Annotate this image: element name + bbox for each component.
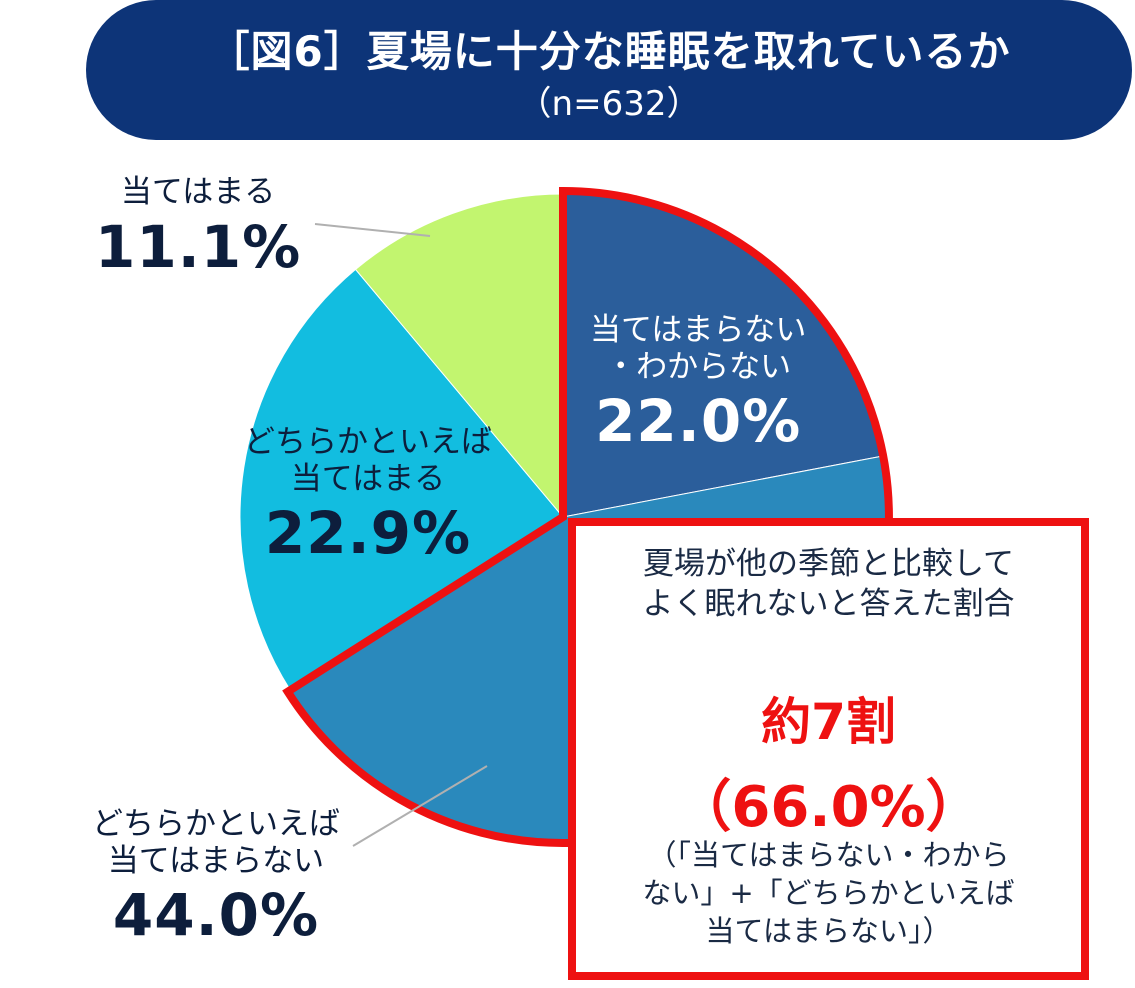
slice-label-somewhat-agree-line2: 当てはまる bbox=[290, 460, 446, 497]
slice-agree bbox=[354, 193, 564, 519]
slice-label-somewhat-disagree: どちらかといえば 当てはまらない 44.0% bbox=[92, 806, 340, 950]
slice-label-somewhat-disagree-value: 44.0% bbox=[112, 881, 320, 950]
leader-line-agree bbox=[314, 223, 431, 237]
leader-line-somewhat-disagree bbox=[352, 765, 488, 847]
slice-label-somewhat-agree-line1: どちらかといえば bbox=[244, 424, 492, 460]
slice-label-disagree-unknown-line2: ・わからない bbox=[605, 348, 792, 385]
title-banner: ［図6］夏場に十分な睡眠を取れているか （n=632） bbox=[86, 0, 1132, 140]
callout-description-line1: 夏場が他の季節と比較して bbox=[642, 546, 1015, 582]
callout-note-line2: ない」+「どちらかといえば bbox=[642, 876, 1015, 910]
slice-label-agree: 当てはまる 11.1% bbox=[95, 174, 301, 281]
slice-label-somewhat-agree-value: 22.9% bbox=[264, 499, 472, 568]
callout-note-line1: （「当てはまらない・わから bbox=[647, 838, 1010, 872]
slice-label-somewhat-disagree-line2: 当てはまらない bbox=[107, 842, 325, 879]
callout-note-line3: 当てはまらない」） bbox=[705, 914, 952, 948]
slice-label-agree-value: 11.1% bbox=[95, 212, 302, 281]
chart-title: ［図6］夏場に十分な睡眠を取れているか bbox=[207, 27, 1011, 76]
slice-somewhat-agree bbox=[239, 268, 564, 691]
slice-label-agree-line1: 当てはまる bbox=[120, 174, 276, 210]
slice-label-somewhat-disagree-line1: どちらかといえば bbox=[92, 806, 340, 842]
slice-label-disagree-unknown: 当てはまらない ・わからない 22.0% bbox=[590, 312, 806, 456]
callout-description-line2: よく眠れないと答えた割合 bbox=[642, 586, 1015, 622]
chart-subtitle: （n=632） bbox=[517, 84, 701, 124]
callout-headline: 約7割 bbox=[761, 693, 896, 751]
slice-label-somewhat-agree: どちらかといえば 当てはまる 22.9% bbox=[244, 424, 492, 568]
slice-label-disagree-unknown-value: 22.0% bbox=[595, 387, 802, 456]
slice-label-disagree-unknown-line1: 当てはまらない bbox=[590, 312, 807, 348]
callout-percent: （66.0%） bbox=[675, 775, 982, 840]
summary-callout-box: 夏場が他の季節と比較して よく眠れないと答えた割合 約7割 （66.0%） （「… bbox=[568, 518, 1089, 980]
